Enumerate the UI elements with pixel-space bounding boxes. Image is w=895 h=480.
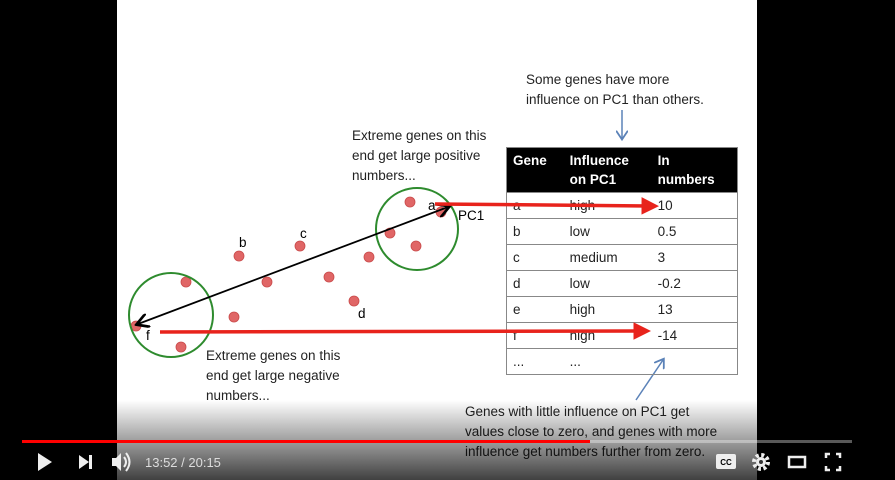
- note-line: Extreme genes on this: [206, 348, 341, 363]
- table-cell: medium: [563, 244, 652, 271]
- point-label: c: [300, 226, 307, 241]
- table-cell: -14: [651, 322, 738, 349]
- table-cell: low: [563, 270, 652, 297]
- header-line: numbers: [657, 172, 715, 187]
- table-row: d low -0.2: [506, 270, 738, 297]
- table-row: f high -14: [506, 322, 738, 349]
- note: Extreme genes on this end get large nega…: [206, 346, 340, 406]
- arrow: [434, 197, 659, 215]
- table-cell: e: [506, 296, 564, 323]
- header-line: Gene: [513, 153, 547, 168]
- table-cell: 3: [651, 244, 738, 271]
- settings-button[interactable]: [752, 453, 770, 471]
- table-cell: -0.2: [651, 270, 738, 297]
- note-line: numbers...: [352, 168, 416, 183]
- point-label: f: [146, 328, 150, 343]
- time-display: 13:52 / 20:15: [145, 455, 221, 470]
- table-row: c medium 3: [506, 244, 738, 271]
- theater-button[interactable]: [787, 455, 807, 469]
- note-line: Extreme genes on this: [352, 128, 487, 143]
- table-header: Gene: [506, 147, 564, 193]
- axis-label: PC1: [458, 208, 484, 223]
- table-cell: f: [506, 322, 564, 349]
- table-row: ......: [506, 348, 738, 375]
- note-line: Some genes have more: [526, 72, 670, 87]
- table-header: Influence on PC1: [563, 147, 652, 193]
- next-button[interactable]: [79, 455, 92, 469]
- fullscreen-button[interactable]: [824, 452, 842, 472]
- note-line: numbers...: [206, 388, 270, 403]
- note: Extreme genes on this end get large posi…: [352, 126, 486, 186]
- table-cell: high: [563, 296, 652, 323]
- table-cell: 0.5: [651, 218, 738, 245]
- table-cell: b: [506, 218, 564, 245]
- note-line: influence on PC1 than others.: [526, 92, 704, 107]
- volume-button[interactable]: [112, 452, 131, 472]
- table-cell: d: [506, 270, 564, 297]
- note-line: end get large positive: [352, 148, 481, 163]
- header-line: on PC1: [569, 172, 617, 187]
- note: Some genes have more influence on PC1 th…: [526, 70, 704, 110]
- header-line: Influence: [569, 153, 629, 168]
- note-line: end get large negative: [206, 368, 340, 383]
- svg-text:CC: CC: [720, 458, 732, 467]
- point-label: a: [428, 198, 436, 213]
- table-cell: low: [563, 218, 652, 245]
- table-cell: 10: [651, 192, 738, 219]
- table-cell: ...: [563, 348, 652, 375]
- pc1-axis: [138, 207, 448, 324]
- table-cell: 13: [651, 296, 738, 323]
- table-row: e high 13: [506, 296, 738, 323]
- table-cell: [651, 348, 738, 375]
- point-label: d: [358, 306, 366, 321]
- play-button[interactable]: [38, 453, 52, 471]
- table-header: In numbers: [651, 147, 738, 193]
- table-cell: ...: [506, 348, 564, 375]
- arrow: [159, 322, 651, 340]
- point-label: b: [239, 235, 247, 250]
- header-line: In: [657, 153, 670, 168]
- table-cell: c: [506, 244, 564, 271]
- progress-played: [22, 440, 590, 443]
- table-row: b low 0.5: [506, 218, 738, 245]
- captions-button[interactable]: CC: [716, 454, 736, 469]
